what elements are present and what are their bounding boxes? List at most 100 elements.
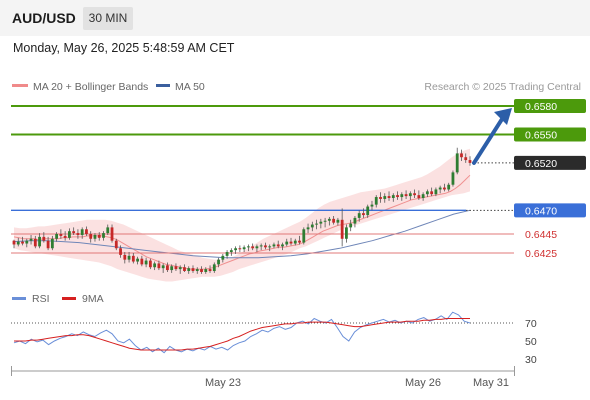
candle-body	[42, 236, 46, 241]
candle-body	[217, 259, 220, 265]
pivot-tag-label: 0.6470	[525, 205, 557, 217]
candle-body	[353, 217, 357, 224]
candle-body	[114, 240, 118, 249]
rsi-legend-swatch	[12, 297, 26, 300]
candle-body	[276, 244, 280, 247]
x-tick-label: May 31	[473, 377, 509, 389]
candle-body	[404, 194, 408, 197]
candle-body	[246, 246, 250, 248]
candle-body	[298, 240, 301, 243]
candle-body	[106, 227, 110, 234]
legend: MA 20 + Bollinger Bands MA 50 Research ©…	[12, 81, 581, 93]
header-bar: AUD/USD 30 MIN	[0, 0, 590, 36]
price-levels: 0.6580 0.6550 0.6520 0.6470 0.6445 0.6425	[11, 99, 586, 260]
candle-body	[310, 224, 314, 228]
candle-body	[425, 191, 429, 195]
rsi-legend: RSI 9MA	[12, 293, 104, 305]
candle-body	[85, 229, 88, 235]
candle-body	[259, 245, 263, 247]
candle-body	[272, 244, 276, 247]
candle-body	[315, 223, 318, 225]
candle-body	[319, 221, 323, 224]
candle-body	[12, 240, 16, 245]
candle-body	[102, 233, 105, 238]
candle-body	[187, 268, 191, 272]
candle-body	[374, 197, 378, 205]
rsi-level-label: 70	[525, 318, 537, 330]
candle-body	[127, 255, 131, 260]
candle-body	[161, 265, 165, 269]
credit-label: Research © 2025 Trading Central	[424, 81, 581, 93]
candle-body	[285, 241, 289, 245]
candle-body	[25, 240, 29, 244]
rsi-level-label: 30	[525, 354, 537, 366]
candle-body	[327, 218, 331, 221]
candle-body	[16, 241, 20, 245]
candle-body	[460, 153, 463, 158]
candle-body	[391, 195, 395, 198]
last-price-tag-label: 0.6520	[525, 158, 557, 170]
forecast-arrow-head	[494, 108, 512, 125]
candle-body	[417, 195, 421, 198]
time-axis: May 23 May 26 May 31	[11, 366, 515, 389]
candle-body	[38, 236, 41, 247]
candle-body	[183, 267, 186, 272]
candle-body	[238, 248, 242, 250]
ma50-legend-label: MA 50	[175, 81, 205, 93]
candle-body	[110, 227, 114, 241]
candle-body	[221, 255, 225, 260]
candle-body	[178, 267, 182, 270]
candle-body	[396, 195, 399, 198]
candle-body	[50, 238, 54, 249]
candle-body	[33, 238, 37, 247]
datetime-label: Monday, May 26, 2025 5:48:59 AM CET	[13, 41, 235, 55]
price-chart: MA 20 + Bollinger Bands MA 50 Research ©…	[11, 81, 586, 389]
bollinger-band	[14, 148, 470, 282]
candle-body	[349, 223, 353, 228]
candle-body	[89, 234, 93, 239]
candle-body	[46, 240, 50, 249]
candle-body	[29, 238, 33, 241]
candle-body	[55, 234, 59, 239]
candle-body	[443, 187, 446, 190]
rsi-level-label: 50	[525, 336, 537, 348]
candle-body	[387, 196, 391, 198]
bollinger-band-fill	[14, 148, 470, 282]
candle-body	[212, 264, 216, 272]
x-tick-label: May 23	[205, 377, 241, 389]
candle-body	[21, 241, 24, 244]
candle-body	[208, 269, 212, 272]
candle-body	[293, 240, 297, 244]
symbol-title: AUD/USD	[12, 10, 76, 26]
candle-body	[234, 248, 238, 251]
candle-body	[323, 220, 327, 222]
ma9-legend-label: 9MA	[82, 293, 104, 305]
support-label: 0.6445	[525, 229, 557, 241]
candles	[12, 147, 472, 274]
candle-body	[63, 235, 67, 238]
timeframe-button[interactable]: 30 MIN	[83, 7, 133, 30]
rsi-line	[13, 311, 471, 354]
candle-body	[140, 258, 144, 265]
candle-body	[59, 234, 63, 236]
candle-body	[357, 213, 361, 218]
candle-body	[302, 229, 306, 243]
candle-body	[97, 234, 101, 238]
candle-body	[413, 193, 416, 196]
candle-body	[136, 258, 139, 262]
forecast-arrow	[472, 108, 512, 165]
candle-body	[195, 269, 199, 272]
candle-body	[451, 172, 455, 185]
candle-body	[447, 184, 451, 190]
candle-body	[400, 194, 404, 198]
candle-body	[76, 233, 80, 235]
rsi-panel: 70 50 30	[11, 311, 537, 366]
candle-body	[119, 248, 122, 255]
candle-body	[332, 218, 336, 223]
candle-body	[157, 263, 161, 269]
candle-body	[468, 160, 472, 163]
candle-body	[464, 157, 468, 161]
candle-body	[255, 246, 259, 249]
candle-body	[229, 250, 233, 253]
candle-body	[144, 260, 148, 265]
